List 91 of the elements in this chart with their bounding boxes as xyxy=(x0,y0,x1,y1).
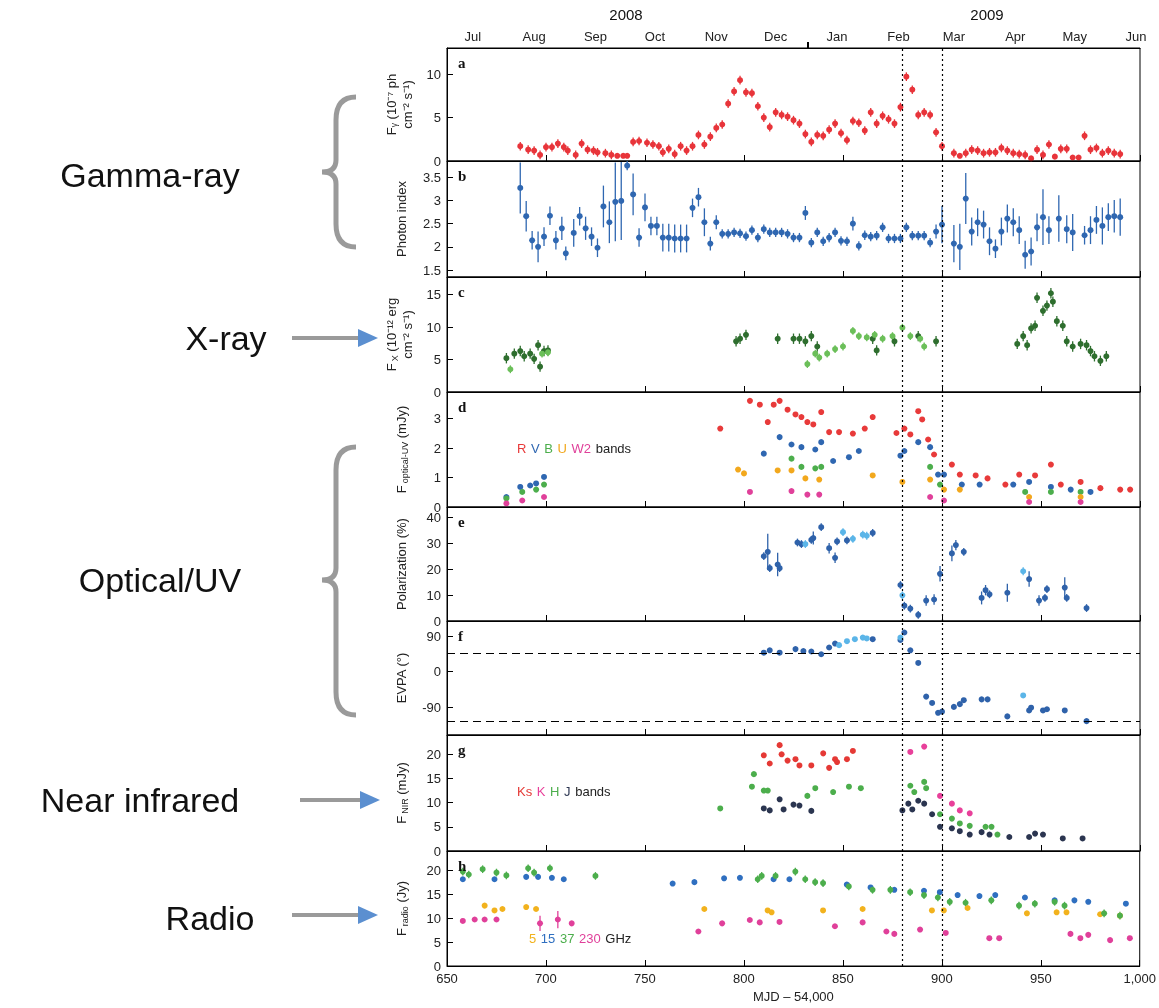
y-tick-label: 0 xyxy=(433,384,441,400)
text: 37 xyxy=(559,930,575,946)
x-tick-label: 800 xyxy=(733,971,755,986)
x2-tick-label: Jan xyxy=(826,29,848,44)
y-tick-label: 10 xyxy=(426,319,441,335)
chart-title: b xyxy=(458,167,467,184)
x-tick-label: 900 xyxy=(930,971,953,986)
x2-tick-label: Jul xyxy=(464,29,482,44)
y-tick-label: 5 xyxy=(433,934,441,950)
y-tick-label: 10 xyxy=(426,795,441,811)
y-tick-label: 2 xyxy=(433,239,441,255)
text: 2008 xyxy=(609,5,643,23)
y-tick-label: 15 xyxy=(426,771,441,786)
y-axis-title: Foptical-UV (mJy) xyxy=(393,405,410,494)
y-tick-label: 30 xyxy=(426,535,441,551)
chart-title: c xyxy=(458,283,465,300)
y-tick-label: 10 xyxy=(426,587,441,603)
y-axis-title: Photon index xyxy=(393,180,409,257)
legend-title: bands xyxy=(575,784,612,799)
x-tick-label: 750 xyxy=(634,971,656,986)
legend-title: bands xyxy=(595,440,632,456)
series-label: V xyxy=(531,440,540,456)
text: Gamma-ray xyxy=(60,155,240,195)
y-tick-label: 0 xyxy=(433,613,441,629)
y-tick-label: -90 xyxy=(422,699,441,715)
x2-tick-label: Jun xyxy=(1125,29,1147,44)
y-tick-label: 15 xyxy=(426,886,441,902)
text: Near infrared xyxy=(40,780,240,820)
x2-tick-label: May xyxy=(1062,29,1088,44)
x-tick-label: 700 xyxy=(535,971,557,986)
chart-title: e xyxy=(458,513,465,530)
text: 15 xyxy=(540,930,556,946)
chart-title: f xyxy=(458,627,464,644)
series-label: 230 xyxy=(578,930,601,946)
y-axis-title: Fᵧ (10⁻⁷ ph cm⁻² s⁻¹) xyxy=(383,73,415,136)
chart-title: a xyxy=(458,54,466,71)
text: B xyxy=(544,440,553,456)
y-tick-label: 0 xyxy=(433,664,441,680)
text: Radio xyxy=(165,898,255,938)
y-tick-label: 1.5 xyxy=(422,262,441,278)
text: Ks xyxy=(517,784,533,799)
text: H xyxy=(550,784,560,799)
y-tick-label: 15 xyxy=(426,287,441,303)
x-tick-label: 950 xyxy=(1029,971,1052,986)
x-tick-label: 650 xyxy=(436,971,458,986)
y-tick-label: 1 xyxy=(433,470,441,486)
x-axis-title: MJD – 54,000 xyxy=(752,989,834,1004)
y-axis-title: Polarization (%) xyxy=(393,518,409,610)
y-tick-label: 3.5 xyxy=(422,169,441,185)
y-tick-label: 3 xyxy=(433,411,441,427)
text: Optical/UV xyxy=(78,560,242,600)
y-tick-label: 90 xyxy=(426,628,441,644)
text: K xyxy=(536,784,546,799)
text: U xyxy=(557,440,567,456)
y-tick-label: 0 xyxy=(433,153,441,169)
y-tick-label: 20 xyxy=(426,561,441,577)
y-tick-label: 10 xyxy=(426,66,441,82)
chart-title: g xyxy=(458,741,466,758)
text: X-ray xyxy=(185,318,267,358)
x2-tick-label: Apr xyxy=(1005,29,1027,44)
chart-title: d xyxy=(458,398,467,415)
x2-tick-label: Feb xyxy=(887,29,910,44)
x2-tick-label: Mar xyxy=(942,29,966,44)
y-tick-label: 2 xyxy=(433,440,441,456)
y-axis-title: Fradio (Jy) xyxy=(393,880,410,937)
x2-tick-label: Aug xyxy=(522,29,546,44)
y-tick-label: 3 xyxy=(433,192,441,208)
text: J xyxy=(564,784,571,799)
y-tick-label: 5 xyxy=(433,819,441,835)
chart-title: h xyxy=(458,857,467,874)
text: W2 xyxy=(571,440,592,456)
x2-tick-label: Dec xyxy=(764,29,788,44)
y-tick-label: 0 xyxy=(433,843,441,859)
y-axis-title: EVPA (°) xyxy=(393,652,409,704)
x-tick-label: 850 xyxy=(832,971,854,986)
x2-tick-label: Sep xyxy=(583,29,608,44)
x-tick-label: 1,000 xyxy=(1123,971,1157,986)
text: R xyxy=(517,440,527,456)
y-tick-label: 5 xyxy=(433,110,441,126)
y-tick-label: 20 xyxy=(426,746,441,762)
x2-tick-label: Oct xyxy=(644,29,666,44)
text: 2009 xyxy=(970,5,1004,23)
y-tick-label: 5 xyxy=(433,352,441,368)
y-tick-label: 2.5 xyxy=(422,216,441,232)
y-tick-label: 10 xyxy=(426,910,441,926)
y-tick-label: 20 xyxy=(426,862,441,878)
series-label: 5 xyxy=(529,930,537,946)
y-tick-label: 0 xyxy=(433,958,441,974)
y-axis-title: FNIR (mJy) xyxy=(393,762,410,824)
x2-tick-label: Nov xyxy=(704,29,729,44)
legend-title: GHz xyxy=(605,930,632,946)
